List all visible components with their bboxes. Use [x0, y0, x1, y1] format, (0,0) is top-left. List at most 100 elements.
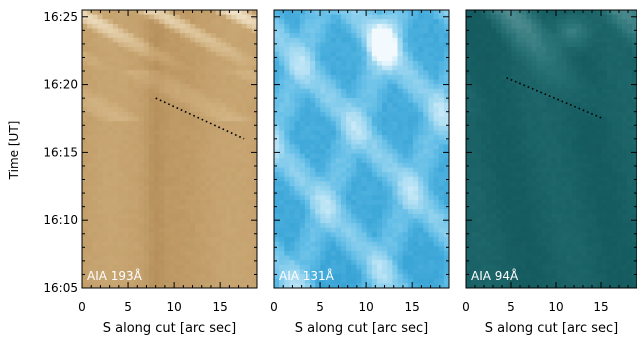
heatmap-cell: [205, 172, 212, 178]
heatmap-cell: [566, 42, 573, 48]
heatmap-cell: [335, 246, 342, 252]
heatmap-cell: [626, 102, 633, 108]
heatmap-cell: [443, 111, 449, 118]
heatmap-cell: [387, 260, 393, 266]
heatmap-cell: [412, 121, 419, 127]
heatmap-cell: [274, 74, 280, 81]
heatmap-cell: [294, 250, 301, 257]
heatmap-cell: [102, 250, 109, 257]
heatmap-cell: [241, 102, 248, 108]
heatmap-cell: [586, 74, 593, 81]
heatmap-cell: [128, 51, 135, 57]
heatmap-cell: [561, 19, 568, 25]
heatmap-cell: [102, 42, 109, 48]
heatmap-cell: [164, 209, 171, 215]
heatmap-cell: [148, 111, 155, 118]
heatmap-cell: [382, 241, 388, 247]
heatmap-cell: [335, 65, 342, 71]
heatmap-cell: [299, 227, 306, 233]
heatmap-cell: [289, 264, 296, 271]
heatmap-cell: [392, 213, 399, 220]
heatmap-cell: [284, 33, 291, 39]
heatmap-cell: [621, 51, 628, 57]
heatmap-cell: [407, 93, 414, 99]
heatmap-cell: [107, 255, 114, 261]
heatmap-cell: [501, 14, 507, 20]
heatmap-cell: [294, 98, 301, 104]
heatmap-cell: [107, 88, 114, 94]
heatmap-cell: [304, 19, 311, 25]
heatmap-cell: [433, 195, 440, 201]
heatmap-cell: [294, 227, 301, 233]
heatmap-cell: [200, 51, 207, 57]
heatmap-cell: [397, 278, 404, 284]
heatmap-cell: [392, 56, 399, 62]
heatmap-cell: [330, 232, 337, 238]
heatmap-cell: [361, 204, 368, 210]
heatmap-cell: [220, 167, 227, 173]
heatmap-cell: [220, 79, 227, 85]
heatmap-cell: [621, 56, 628, 62]
heatmap-cell: [486, 98, 492, 104]
heatmap-cell: [325, 153, 332, 159]
heatmap-cell: [412, 153, 419, 159]
heatmap-cell: [274, 186, 280, 192]
heatmap-cell: [143, 23, 150, 30]
heatmap-cell: [154, 79, 160, 85]
heatmap-cell: [433, 241, 440, 247]
heatmap-cell: [371, 260, 378, 266]
heatmap-cell: [412, 144, 419, 150]
heatmap-cell: [279, 260, 285, 266]
heatmap-cell: [387, 144, 393, 150]
heatmap-cell: [159, 246, 165, 252]
heatmap-cell: [246, 74, 253, 81]
heatmap-cell: [304, 98, 311, 104]
heatmap-cell: [294, 51, 301, 57]
heatmap-cell: [423, 274, 430, 280]
heatmap-cell: [397, 56, 404, 62]
heatmap-cell: [433, 60, 440, 67]
heatmap-cell: [471, 37, 477, 44]
heatmap-cell: [541, 88, 548, 94]
heatmap-cell: [205, 56, 212, 62]
heatmap-cell: [220, 135, 227, 141]
heatmap-cell: [443, 241, 449, 247]
heatmap-cell: [556, 98, 563, 104]
heatmap-cell: [123, 269, 129, 275]
heatmap-cell: [330, 139, 337, 145]
heatmap-cell: [138, 79, 145, 85]
heatmap-cell: [205, 70, 212, 76]
heatmap-cell: [501, 37, 507, 44]
heatmap-cell: [371, 60, 378, 67]
heatmap-cell: [226, 149, 232, 155]
heatmap-cell: [361, 42, 368, 48]
heatmap-cell: [320, 283, 327, 288]
heatmap-cell: [138, 98, 145, 104]
heatmap-cell: [279, 149, 285, 155]
heatmap-cell: [174, 149, 181, 155]
heatmap-cell: [556, 93, 563, 99]
heatmap-cell: [138, 84, 145, 90]
heatmap-cell: [210, 56, 217, 62]
heatmap-cell: [486, 56, 492, 62]
heatmap-cell: [246, 218, 253, 224]
heatmap-cell: [246, 102, 253, 108]
heatmap-cell: [112, 10, 119, 16]
heatmap-cell: [128, 204, 135, 210]
heatmap-cell: [402, 278, 409, 284]
heatmap-cell: [82, 74, 88, 81]
heatmap-cell: [366, 246, 373, 252]
heatmap-cell: [310, 121, 316, 127]
heatmap-cell: [366, 65, 373, 71]
heatmap-cell: [107, 264, 114, 271]
heatmap-cell: [320, 232, 327, 238]
heatmap-cell: [631, 37, 637, 44]
heatmap-cell: [107, 144, 114, 150]
heatmap-cell: [112, 144, 119, 150]
heatmap-cell: [438, 255, 445, 261]
heatmap-cell: [501, 19, 507, 25]
heatmap-cell: [325, 47, 332, 53]
heatmap-cell: [246, 241, 253, 247]
heatmap-cell: [205, 116, 212, 122]
heatmap-cell: [154, 204, 160, 210]
